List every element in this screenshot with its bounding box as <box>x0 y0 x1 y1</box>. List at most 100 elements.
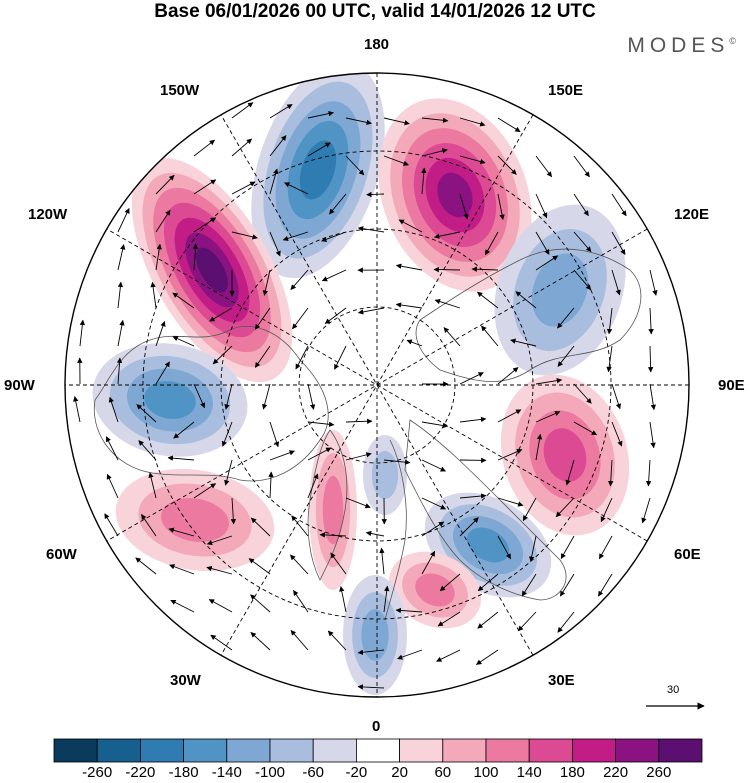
wind-arrow <box>557 345 575 367</box>
wind-arrow <box>611 269 621 296</box>
map-title: Base 06/01/2026 00 UTC, valid 14/01/2026… <box>154 1 596 22</box>
wind-arrow <box>290 554 309 575</box>
wind-arrow <box>600 497 613 523</box>
wind-arrow <box>104 513 119 537</box>
wind-arrow <box>193 139 215 157</box>
wind-arrow <box>169 564 195 575</box>
wind-arrow <box>383 459 411 465</box>
wind-arrow <box>641 497 651 524</box>
colorbar-swatch <box>399 738 444 763</box>
wind-arrow <box>484 231 499 256</box>
colorbar-tick-label: -20 <box>345 764 368 781</box>
wind-arrow <box>497 449 523 461</box>
lon-label-90w: 90W <box>4 377 35 394</box>
wind-reference-label: 30 <box>667 684 680 696</box>
wind-arrow <box>324 307 347 324</box>
colorbar-swatch <box>53 738 98 763</box>
wind-arrow <box>611 383 622 410</box>
wind-arrow <box>105 436 119 461</box>
wind-arrow <box>573 193 589 217</box>
lon-label-0: 0 <box>372 718 381 735</box>
wind-arrow <box>383 585 390 613</box>
wind-arrow <box>535 377 563 385</box>
wind-arrow <box>397 649 423 660</box>
wind-arrow <box>606 307 613 335</box>
wind-arrow <box>476 291 499 309</box>
wind-arrow <box>307 383 316 410</box>
meridian-line <box>106 228 648 542</box>
wind-arrow <box>357 226 385 233</box>
wind-arrow <box>262 269 271 296</box>
wind-arrow <box>345 117 372 126</box>
colorbar-swatch <box>485 738 530 763</box>
graticule <box>65 73 689 697</box>
wind-arrow <box>565 459 575 486</box>
wind-arrow <box>395 302 423 309</box>
colorbar-tick-label: -140 <box>211 764 242 781</box>
colorbar-swatch <box>139 738 184 763</box>
wind-arrow <box>250 517 271 537</box>
wind-arrow <box>497 535 511 560</box>
wind-arrow <box>79 319 86 347</box>
wind-arrow <box>379 547 385 575</box>
wind-arrow <box>647 345 654 373</box>
wind-arrow <box>231 231 258 240</box>
anomaly-contour <box>543 428 587 482</box>
wind-arrow <box>290 629 309 651</box>
wind-arrow <box>254 345 271 368</box>
wind-arrow <box>573 231 592 253</box>
map-disc <box>65 73 689 697</box>
colorbar-swatch <box>312 738 357 763</box>
wind-arrow <box>231 138 253 157</box>
wind-arrow <box>443 327 461 347</box>
wind-arrow <box>535 155 553 178</box>
wind-arrow <box>73 396 81 423</box>
wind-arrow <box>439 573 461 592</box>
wind-arrow <box>192 243 199 271</box>
colorbar-swatch <box>528 738 573 763</box>
wind-arrow <box>290 269 309 290</box>
colorbar-tick-label: 140 <box>516 764 542 781</box>
wind-arrow <box>224 383 233 410</box>
lon-label-90e: 90E <box>718 377 745 394</box>
wind-arrow <box>248 558 271 575</box>
wind-arrow <box>357 649 385 655</box>
anomaly-contour <box>371 451 399 499</box>
wind-arrow <box>510 338 537 347</box>
anomaly-contour <box>195 247 229 293</box>
wind-arrow <box>497 155 517 175</box>
wind-arrow <box>557 611 575 633</box>
wind-arrow <box>117 319 125 347</box>
wind-arrow <box>330 552 347 575</box>
wind-arrow <box>649 383 656 411</box>
wind-arrow <box>649 421 656 449</box>
lon-label-60e: 60E <box>674 546 701 563</box>
colorbar-tick-label: -60 <box>302 764 325 781</box>
wind-arrow <box>250 632 271 651</box>
wind-arrow <box>357 307 385 315</box>
wind-arrow <box>606 345 613 373</box>
wind-arrow <box>172 292 195 309</box>
colorbar-swatch <box>355 738 400 763</box>
wind-arrow <box>436 649 461 662</box>
wind-arrow <box>481 325 499 347</box>
colorbar-tick-label: 60 <box>434 764 452 781</box>
lon-label-120e: 120E <box>674 206 710 223</box>
brand-mark: © <box>729 36 736 46</box>
wind-arrow <box>250 594 271 613</box>
wind-arrow <box>573 421 598 436</box>
wind-arrow <box>459 517 479 537</box>
wind-arrow <box>535 193 548 219</box>
wind-arrow <box>173 421 195 439</box>
wind-arrow <box>497 193 505 221</box>
wind-arrow <box>611 231 626 255</box>
colorbar-swatch <box>442 738 487 763</box>
wind-arrow <box>645 459 652 487</box>
wind-arrow <box>497 409 522 423</box>
lon-label-150w: 150W <box>160 82 200 99</box>
wind-arrow <box>521 573 537 597</box>
wind-arrow <box>421 521 445 537</box>
wind-arrow <box>395 607 423 614</box>
wind-arrow <box>421 497 447 510</box>
wind-arrow <box>148 472 157 499</box>
